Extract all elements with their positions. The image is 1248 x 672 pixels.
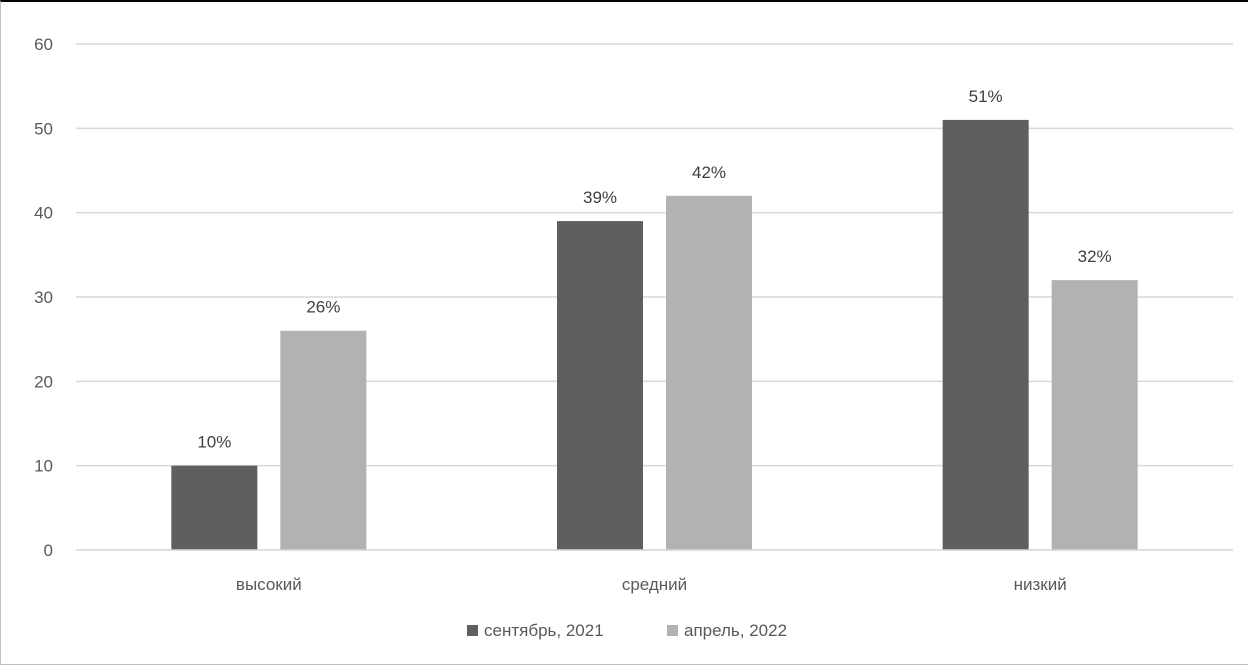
x-category-label: средний — [622, 575, 687, 594]
bar-средний-сентябрь, 2021 — [557, 221, 643, 550]
data-label: 39% — [583, 188, 617, 207]
legend-label: сентябрь, 2021 — [484, 621, 604, 640]
x-category-label: высокий — [236, 575, 302, 594]
bar-средний-апрель, 2022 — [666, 195, 752, 551]
legend-swatch — [667, 625, 678, 636]
bars — [171, 119, 1138, 551]
data-label: 10% — [197, 433, 231, 452]
bar-низкий-сентябрь, 2021 — [942, 119, 1029, 551]
data-label: 51% — [969, 87, 1003, 106]
y-tick-label: 60 — [34, 35, 53, 54]
data-label: 26% — [306, 298, 340, 317]
y-tick-label: 10 — [34, 457, 53, 476]
y-tick-label: 50 — [34, 119, 53, 138]
data-labels: 10% 26% 39% 42% 51% 32% — [197, 87, 1111, 452]
legend-label: апрель, 2022 — [684, 621, 787, 640]
x-axis: высокий средний низкий — [76, 549, 1233, 594]
gridlines — [76, 43, 1233, 551]
y-tick-label: 20 — [34, 372, 53, 391]
y-tick-label: 0 — [44, 541, 53, 560]
y-tick-label: 40 — [34, 204, 53, 223]
x-category-label: низкий — [1014, 575, 1067, 594]
data-label: 32% — [1078, 247, 1112, 266]
legend-swatch — [467, 625, 478, 636]
y-tick-label: 30 — [34, 288, 53, 307]
legend: сентябрь, 2021 апрель, 2022 — [467, 621, 787, 640]
bar-высокий-сентябрь, 2021 — [171, 465, 258, 550]
y-axis: 0 10 20 30 40 50 60 — [34, 35, 53, 560]
data-label: 42% — [692, 163, 726, 182]
bar-высокий-апрель, 2022 — [280, 330, 367, 550]
bar-низкий-апрель, 2022 — [1051, 280, 1138, 550]
